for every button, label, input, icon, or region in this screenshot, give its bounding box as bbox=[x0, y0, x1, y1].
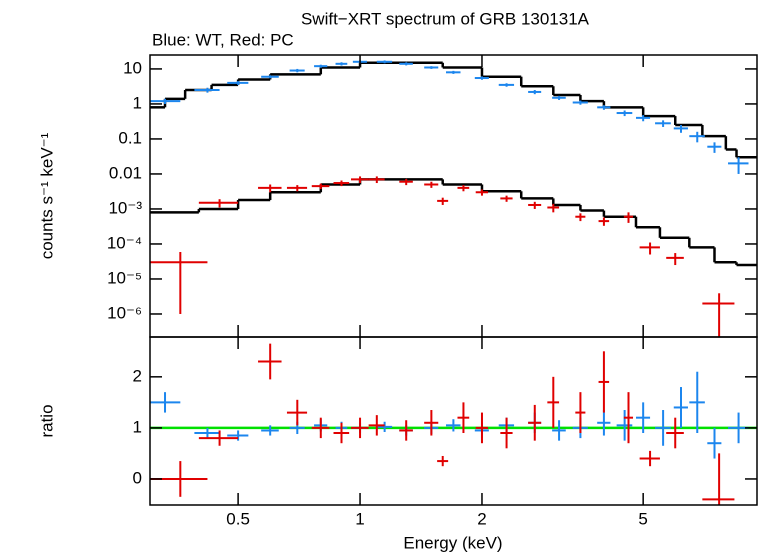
x-tick-label: 1 bbox=[355, 509, 364, 528]
y-tick-label: 0 bbox=[133, 468, 142, 487]
y-tick-label: 10⁻⁶ bbox=[107, 303, 142, 322]
y-tick-label: 1 bbox=[133, 417, 142, 436]
y-tick-label: 10⁻⁵ bbox=[107, 268, 142, 287]
ratio-frame bbox=[149, 336, 758, 506]
x-axis-label: Energy (keV) bbox=[403, 533, 502, 552]
y-tick-label: 10⁻⁴ bbox=[107, 233, 142, 252]
chart-subtitle: Blue: WT, Red: PC bbox=[152, 30, 294, 49]
y-tick-label: 10⁻³ bbox=[108, 198, 142, 217]
y-tick-label: 1 bbox=[133, 93, 142, 112]
ratio-panel bbox=[150, 343, 757, 505]
y-tick-label: 10 bbox=[123, 58, 142, 77]
y-tick-label: 2 bbox=[133, 366, 142, 385]
top-panel bbox=[150, 60, 757, 337]
axes: 10 1 0.1 0.01 10⁻³ 10⁻⁴ 10⁻⁵ 10⁻⁶ 0 1 2 0.5 1 2 5 bbox=[107, 55, 757, 528]
x-tick-label: 0.5 bbox=[226, 509, 250, 528]
y-axis-label: ratio bbox=[37, 404, 56, 437]
y-tick-label: 0.01 bbox=[109, 163, 142, 182]
y-axis-label: counts s⁻¹ keV⁻¹ bbox=[37, 132, 56, 259]
y-tick-label: 0.1 bbox=[118, 128, 142, 147]
top-frame bbox=[149, 54, 758, 338]
x-tick-label: 2 bbox=[477, 509, 486, 528]
x-tick-label: 5 bbox=[638, 509, 647, 528]
chart-title: Swift−XRT spectrum of GRB 130131A bbox=[301, 9, 590, 28]
